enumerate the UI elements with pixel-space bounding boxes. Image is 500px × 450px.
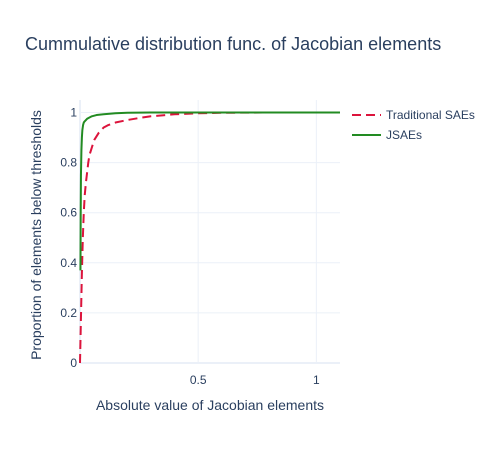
x-tick-label: 1 [313, 373, 320, 387]
y-axis-title: Proportion of elements below thresholds [28, 110, 44, 360]
x-tick-label: 0.5 [190, 373, 207, 387]
y-tick-label: 0 [70, 356, 77, 370]
y-tick-label: 0.6 [60, 206, 77, 220]
legend-label-jsaes: JSAEs [386, 128, 422, 142]
x-axis-title: Absolute value of Jacobian elements [96, 397, 324, 413]
legend-label-traditional-saes: Traditional SAEs [386, 108, 475, 122]
y-tick-label: 0.4 [60, 256, 77, 270]
y-tick-label: 0.2 [60, 306, 77, 320]
legend: Traditional SAEs JSAEs [352, 108, 475, 142]
series-line-traditional-saes [79, 111, 340, 364]
series-line-jsaes [79, 111, 340, 271]
y-tick-label: 0.8 [60, 156, 77, 170]
tick-layer: 0 0.2 0.4 0.6 0.8 1 0.5 1 [60, 106, 320, 387]
y-tick-label: 1 [70, 106, 77, 120]
series-layer [79, 111, 340, 364]
chart-title: Cummulative distribution func. of Jacobi… [25, 34, 441, 54]
